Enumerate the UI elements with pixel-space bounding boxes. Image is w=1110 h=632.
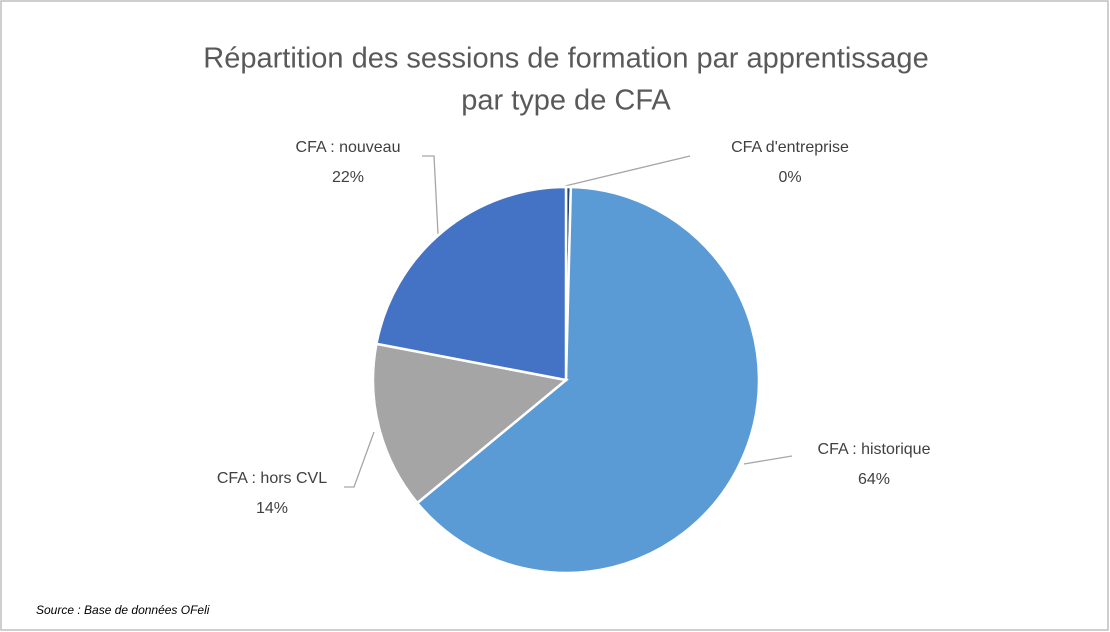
slice-value-label: 22% (332, 169, 364, 186)
chart-subtitle: par type de CFA (461, 85, 671, 117)
leader-line (743, 455, 793, 465)
chart-title: Répartition des sessions de formation pa… (203, 43, 928, 75)
slice-label: CFA : hors CVL (217, 470, 327, 487)
leader-line (564, 155, 691, 187)
slice-label: CFA : nouveau (296, 139, 401, 156)
leader-line (422, 155, 439, 235)
leader-line (344, 431, 375, 488)
slice-label: CFA : historique (818, 441, 931, 458)
pie-slice (374, 185, 568, 382)
source-note: Source : Base de données OFeli (36, 603, 210, 617)
slice-value-label: 64% (858, 471, 890, 488)
pie-slice (371, 342, 569, 505)
slice-value-label: 0% (778, 169, 801, 186)
slice-label: CFA d'entreprise (731, 139, 849, 156)
slice-value-label: 14% (256, 500, 288, 517)
pie-slice (415, 185, 761, 575)
